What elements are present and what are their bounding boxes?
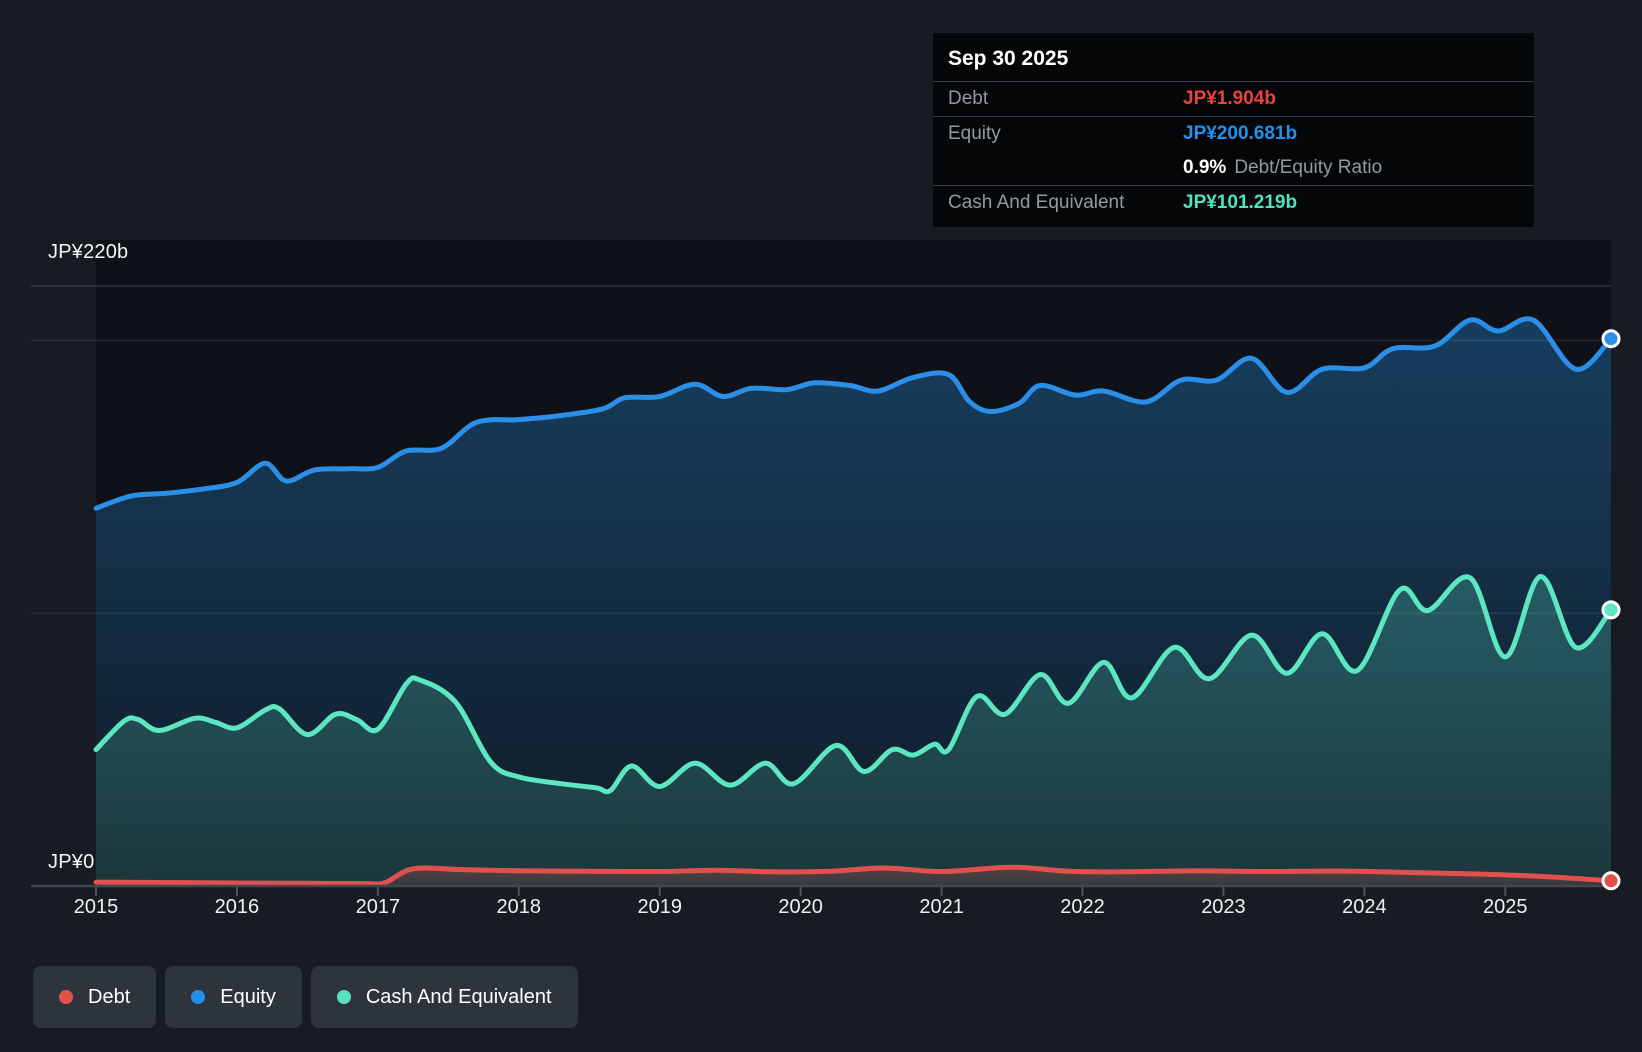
- tooltip-cash-value: JP¥101.219b: [1183, 192, 1298, 213]
- x-axis-label-2021: 2021: [919, 896, 964, 918]
- legend-debt-label: Debt: [88, 985, 131, 1008]
- gridlines: [31, 285, 1611, 615]
- tooltip-date: Sep 30 2025: [933, 33, 1534, 82]
- tooltip-ratio-value: 0.9% Debt/Equity Ratio: [1183, 157, 1383, 178]
- debt-legend-dot-icon: [59, 990, 73, 1004]
- tooltip-equity-value: JP¥200.681b: [1183, 123, 1298, 144]
- x-axis-label-2019: 2019: [637, 896, 682, 918]
- tooltip-row-debt: Debt JP¥1.904b: [933, 82, 1534, 117]
- equity-line: [93, 316, 1614, 511]
- tooltip-row-equity: Equity JP¥200.681b: [933, 117, 1534, 151]
- x-axis-label-2015: 2015: [73, 896, 119, 918]
- legend-cash-label: Cash And Equivalent: [365, 985, 552, 1008]
- y-axis-max-label: JP¥220b: [48, 241, 129, 263]
- tooltip-debt-value: JP¥1.904b: [1183, 88, 1276, 109]
- x-axis-label-2016: 2016: [214, 896, 260, 918]
- x-axis-label-2018: 2018: [496, 896, 542, 918]
- equity-legend-dot-icon: [191, 990, 206, 1004]
- equity-end-marker: [1601, 329, 1621, 349]
- debt-line: [93, 864, 1614, 887]
- y-axis-zero-label: JP¥0: [48, 851, 95, 873]
- tooltip-row-cash: Cash And Equivalent JP¥101.219b: [933, 186, 1534, 220]
- cash-and-equivalent-end-marker: [1601, 600, 1621, 620]
- x-axis-ticks: [95, 887, 1507, 896]
- x-axis-label-2024: 2024: [1342, 896, 1387, 918]
- x-axis-label-2025: 2025: [1483, 896, 1528, 918]
- legend-chip-equity[interactable]: Equity: [165, 966, 302, 1028]
- chart-legend: Debt Equity Cash And Equivalent: [33, 966, 578, 1028]
- cash-and-equivalent-line: [93, 574, 1614, 795]
- x-axis-label-2020: 2020: [778, 896, 823, 918]
- legend-chip-cash[interactable]: Cash And Equivalent: [310, 966, 578, 1028]
- tooltip-row-ratio: 0.9% Debt/Equity Ratio: [933, 151, 1534, 186]
- cash-and-equivalent-area: [96, 576, 1611, 886]
- cash-legend-dot-icon: [336, 990, 351, 1004]
- series-end-markers: [1601, 329, 1621, 891]
- chart-tooltip: Sep 30 2025 Debt JP¥1.904b Equity JP¥200…: [933, 33, 1534, 227]
- x-axis-label-2023: 2023: [1201, 896, 1246, 918]
- tooltip-equity-label: Equity: [948, 123, 1001, 144]
- series-lines: [93, 316, 1614, 887]
- x-axis-label-2022: 2022: [1060, 896, 1105, 918]
- tooltip-cash-label: Cash And Equivalent: [948, 192, 1125, 213]
- x-axis-label-2017: 2017: [355, 896, 401, 918]
- legend-chip-debt[interactable]: Debt: [33, 966, 157, 1028]
- tooltip-ratio-label: Debt/Equity Ratio: [1234, 157, 1383, 178]
- tooltip-debt-label: Debt: [948, 88, 989, 109]
- debt-end-marker: [1601, 871, 1621, 891]
- legend-equity-label: Equity: [220, 985, 276, 1008]
